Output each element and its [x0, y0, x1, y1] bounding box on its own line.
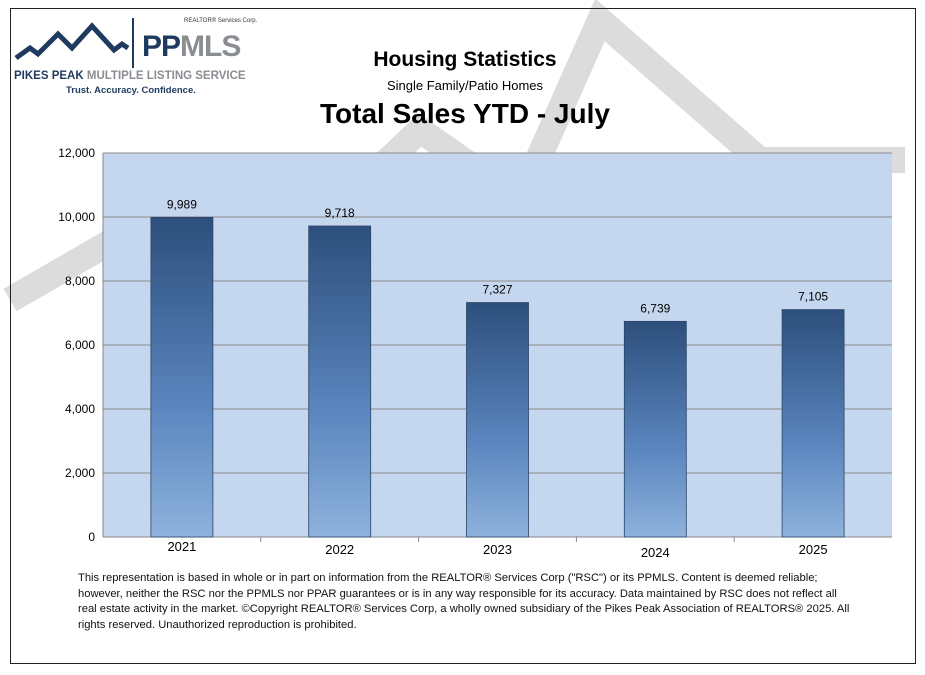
page-title: Housing Statistics — [373, 48, 557, 71]
x-tick-label: 2024 — [641, 545, 670, 560]
x-tick-label: 2025 — [799, 542, 828, 557]
bar-2021 — [150, 216, 214, 538]
data-label: 7,327 — [482, 283, 512, 297]
data-label: 9,718 — [325, 206, 355, 220]
data-label: 9,989 — [167, 197, 197, 211]
y-tick-label: 4,000 — [65, 402, 95, 416]
y-tick-label: 12,000 — [58, 146, 95, 160]
bar-2024 — [623, 320, 687, 538]
bar-2023 — [466, 302, 529, 538]
data-label: 7,105 — [798, 290, 828, 304]
y-tick-label: 6,000 — [65, 338, 95, 352]
bar-chart: 0 2,000 4,000 6,000 8,000 10,000 12,000 9,989 20… — [58, 146, 892, 560]
y-tick-label: 0 — [88, 530, 95, 544]
ppmls-logo: REALTOR® Services Corp. PPMLS PIKES PEAK… — [14, 18, 264, 98]
x-tick-label: 2022 — [325, 542, 354, 557]
data-label: 6,739 — [640, 301, 670, 315]
logo-corp: REALTOR® Services Corp. — [184, 18, 258, 24]
x-tick-label: 2023 — [483, 542, 512, 557]
logo-tagline: Trust. Accuracy. Confidence. — [66, 85, 196, 96]
y-tick-label: 8,000 — [65, 274, 95, 288]
logo-pp: PP — [142, 30, 181, 63]
bar-2022 — [308, 225, 372, 538]
x-tick-label: 2021 — [167, 539, 196, 554]
disclaimer: This representation is based in whole or… — [78, 572, 850, 631]
bar-2025 — [781, 309, 845, 538]
page-subtitle: Single Family/Patio Homes — [386, 78, 544, 93]
chart-title: Total Sales YTD - July — [320, 98, 610, 129]
logo-name-light: MULTIPLE LISTING SERVICE — [86, 70, 246, 82]
frame — [10, 8, 916, 664]
logo-name-dark: PIKES PEAK — [14, 70, 84, 82]
y-tick-label: 10,000 — [58, 210, 95, 224]
mountain-logo-icon — [14, 22, 130, 61]
y-tick-label: 2,000 — [65, 466, 95, 480]
logo-mls: MLS — [180, 30, 241, 63]
